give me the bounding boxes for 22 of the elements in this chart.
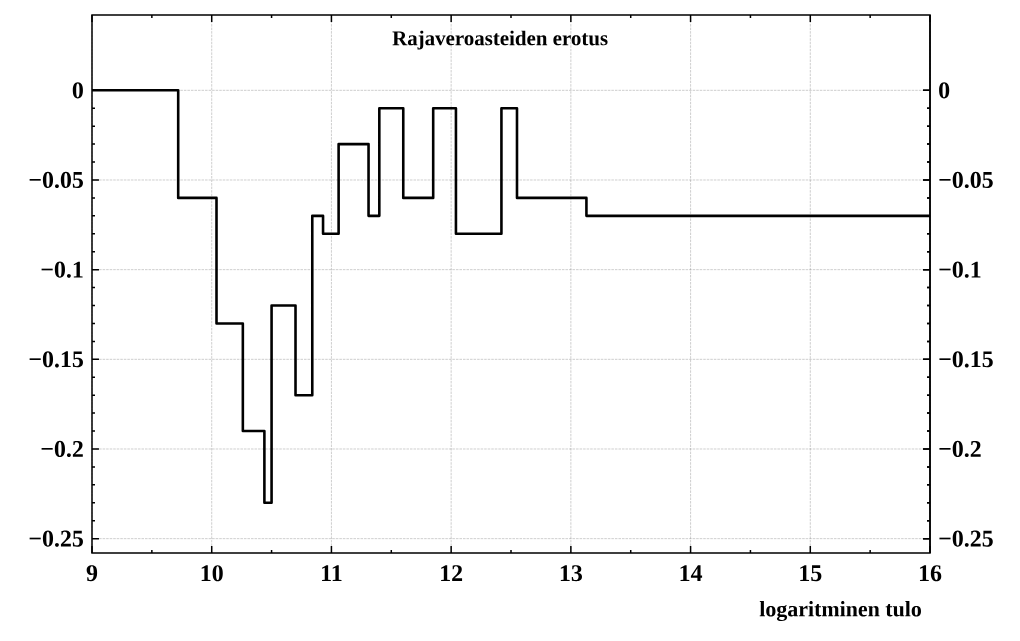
x-tick-label: 15: [800, 565, 822, 582]
y-tick-label: −0.1: [41, 261, 83, 278]
y-tick-label: 0: [72, 82, 83, 99]
y2-tick-label: −0.25: [939, 530, 993, 547]
y2-tick-label: −0.2: [939, 440, 981, 458]
y-tick-label: −0.15: [29, 351, 83, 368]
x-tick-label: 16: [919, 565, 942, 582]
x-tick-label: 14: [680, 565, 703, 581]
x-tick-label: 12: [441, 565, 463, 581]
y-tick-label: −0.2: [41, 440, 83, 458]
text: Rajaveroasteiden erotus: [392, 30, 608, 50]
y2-tick-label: −0.15: [939, 351, 993, 368]
x-axis-title: logaritminen tulo: [759, 601, 921, 622]
y2-tick-label: −0.1: [939, 261, 981, 278]
y-tick-label: −0.05: [29, 171, 83, 189]
y-tick-label: −0.25: [29, 530, 83, 547]
y2-tick-label: 0: [939, 82, 950, 99]
x-tick-label: 13: [560, 565, 582, 582]
x-tick-label: 9: [86, 565, 98, 582]
x-tick-label: 11: [322, 565, 342, 581]
x-tick-label: 10: [201, 565, 223, 582]
y2-tick-label: −0.05: [939, 171, 993, 189]
